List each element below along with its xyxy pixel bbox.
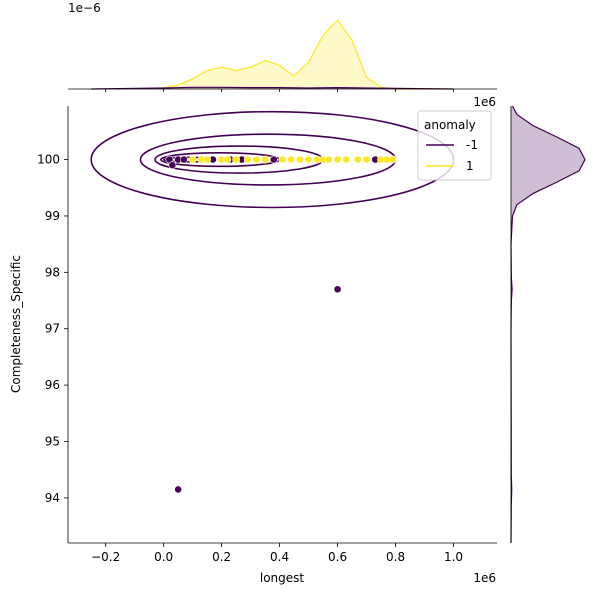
- x-axis-label: longest: [260, 571, 305, 585]
- x-tick-label-1: −0.2: [91, 550, 120, 564]
- scatter-point-series2-9: [261, 155, 270, 164]
- scatter-point-series2-3: [203, 155, 212, 164]
- scatter-point-series1-11: [174, 485, 183, 494]
- y-tick-label-1: 94: [45, 491, 60, 505]
- main-plot-area: −0.2 0.0 0.2 0.4 0.6 0.8 1.0 94 95 96 97 98 99 100: [37, 106, 497, 564]
- top-marginal-multiplier: 1e−6: [68, 1, 101, 15]
- scatter-point-series1-9: [333, 285, 342, 294]
- top-marginal-line-1: [134, 19, 454, 90]
- scatter-point-series2-5: [223, 155, 232, 164]
- x-tick-label-5: 0.6: [328, 550, 347, 564]
- scatter-point-series2-20: [362, 155, 371, 164]
- legend-label-pos1: 1: [466, 159, 474, 173]
- top-marginal-fill-1: [134, 20, 454, 89]
- x-tick-label-2: 0.0: [154, 550, 173, 564]
- scatter-point-series2-10: [278, 155, 287, 164]
- scatter-point-series1-2: [168, 161, 177, 170]
- scatter-point-series2-23: [388, 155, 397, 164]
- scatter-point-series2-6: [232, 155, 241, 164]
- y-tick-label-5: 98: [45, 265, 60, 279]
- y-tick-label-6: 99: [45, 209, 60, 223]
- scatter-point-series2-16: [324, 155, 333, 164]
- x-axis-multiplier: 1e6: [473, 571, 496, 585]
- scatter-point-series1-8: [269, 155, 278, 164]
- right-marginal-plot: [510, 105, 586, 544]
- scatter-point-series2-13: [304, 155, 313, 164]
- legend-box: [417, 110, 492, 181]
- top-marginal-line--1: [91, 86, 454, 90]
- scatter-point-series2-19: [353, 155, 362, 164]
- legend-label-neg1: -1: [466, 138, 478, 152]
- legend-title: anomaly: [424, 118, 476, 132]
- y-tick-label-2: 95: [45, 435, 60, 449]
- scatter-point-series2-11: [287, 155, 296, 164]
- y-tick-label-7: 100: [37, 153, 60, 167]
- x-tick-label-7: 1.0: [444, 550, 463, 564]
- x-tick-label-6: 0.8: [386, 550, 405, 564]
- scatter-point-series2-7: [243, 155, 252, 164]
- scatter-point-series2-17: [333, 155, 342, 164]
- top-marginal-plot: [68, 19, 497, 92]
- right-marginal-fill--1: [511, 106, 585, 543]
- y-tick-label-4: 97: [45, 322, 60, 336]
- y-tick-label-3: 96: [45, 378, 60, 392]
- scatter-point-series2-8: [252, 155, 261, 164]
- y-axis-label: Completeness_Specific: [9, 255, 23, 393]
- y-top-multiplier: 1e6: [473, 95, 496, 109]
- x-tick-label-4: 0.4: [270, 550, 289, 564]
- scatter-point-series2-1: [188, 155, 197, 164]
- scatter-point-series2-18: [342, 155, 351, 164]
- x-tick-label-3: 0.2: [212, 550, 231, 564]
- scatter-point-series2-12: [295, 155, 304, 164]
- scatter-point-series1-4: [180, 155, 188, 164]
- legend: anomaly -1 1: [417, 110, 492, 181]
